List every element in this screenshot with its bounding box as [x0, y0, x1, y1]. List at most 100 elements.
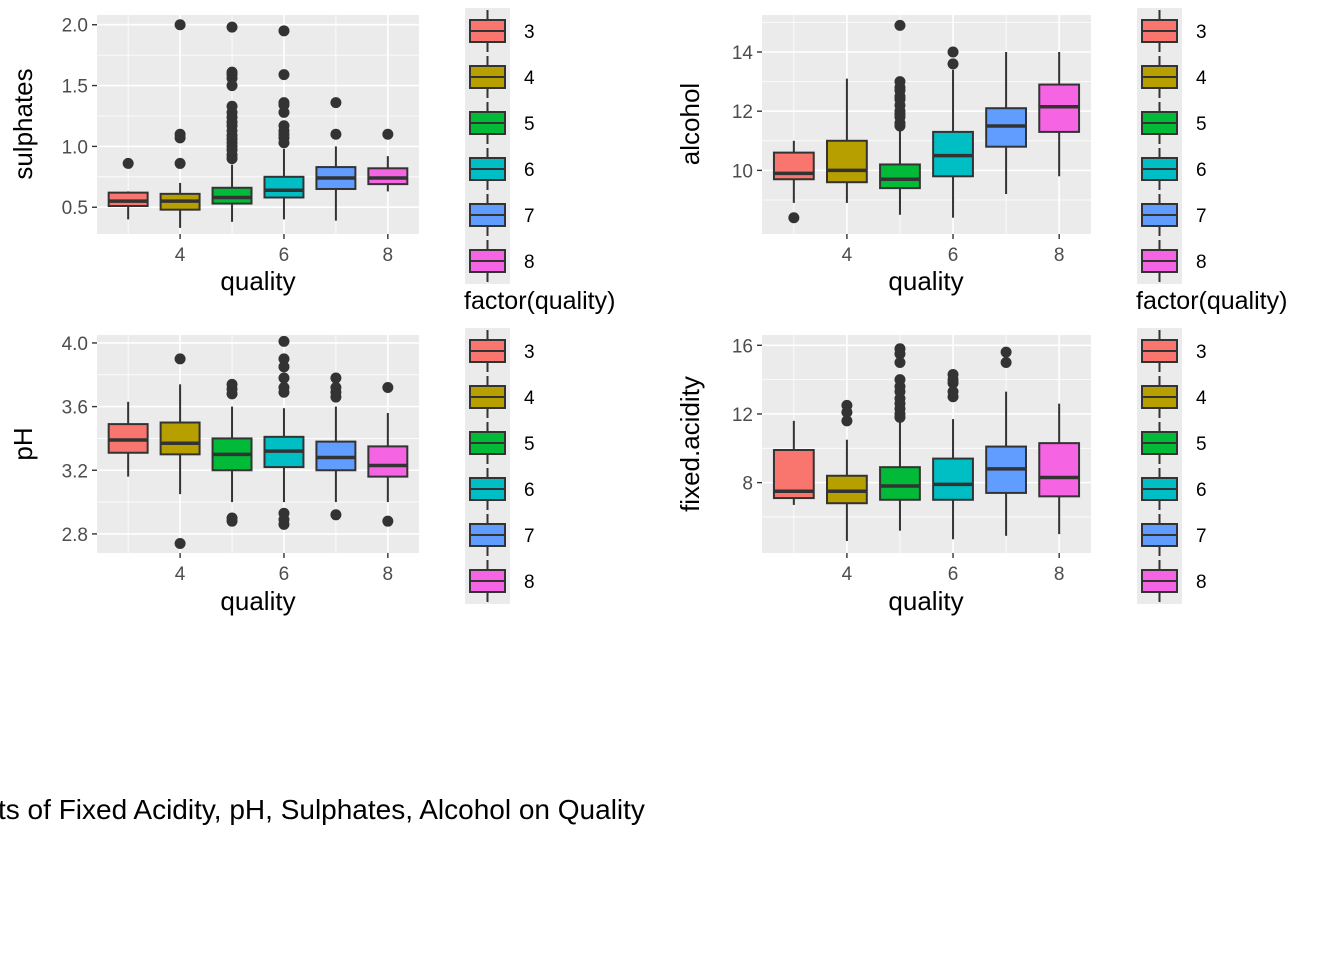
interquartile-box: [879, 466, 921, 501]
box-quality-4: [159, 19, 201, 228]
legend-label: 8: [1196, 252, 1207, 273]
legend-key-4: 4: [1141, 56, 1207, 98]
y-tick-label: 12: [732, 102, 753, 123]
legend-label: 6: [1196, 160, 1207, 181]
box-quality-6: [932, 368, 974, 540]
outlier-point: [278, 372, 290, 384]
box-quality-5: [211, 21, 253, 222]
legend-key-3: 3: [1141, 10, 1207, 52]
legend-key-6: 6: [1141, 148, 1207, 190]
box-quality-8: [1038, 51, 1081, 177]
x-tick-label: 6: [279, 564, 290, 585]
legend-key-6: 6: [1141, 468, 1207, 510]
x-tick-label: 4: [175, 245, 186, 266]
legend-key-background: [1137, 328, 1182, 604]
panel-background: [97, 15, 419, 234]
y-tick-label: 10: [732, 161, 753, 182]
legend-key-7: 7: [1141, 194, 1207, 236]
legend-label: 5: [1196, 434, 1207, 455]
legend-label: 4: [524, 388, 535, 409]
legend-label: 8: [1196, 572, 1207, 593]
legend-key-5: 5: [469, 102, 535, 144]
interquartile-box: [932, 457, 974, 501]
legend-key-4: 4: [469, 56, 535, 98]
panel-background: [97, 335, 419, 553]
legend-label: 4: [524, 68, 535, 89]
legend-key-5: 5: [1141, 422, 1207, 464]
box-quality-4: [826, 78, 868, 203]
figure-caption: ts of Fixed Acidity, pH, Sulphates, Alco…: [0, 794, 1344, 834]
x-tick-label: 6: [948, 564, 959, 585]
interquartile-box: [367, 445, 409, 478]
y-tick-label: 14: [732, 43, 754, 64]
legend-key-6: 6: [469, 468, 535, 510]
y-tick-label: 12: [732, 405, 753, 426]
outlier-point: [947, 368, 959, 380]
legend-key-8: 8: [1141, 240, 1207, 282]
legend-label: 8: [524, 572, 535, 593]
box-quality-3: [107, 401, 149, 477]
outlier-point: [841, 415, 853, 427]
box-quality-4: [826, 399, 868, 541]
alcohol-boxplot-panel: 10 12 14 4 6 8 quality alcohol 3 4 5 6 7 8 factor(qual…: [675, 8, 1287, 315]
box-quality-6: [263, 25, 305, 220]
outlier-point: [947, 46, 959, 58]
outlier-point: [278, 25, 290, 37]
x-tick-label: 8: [383, 564, 394, 585]
outlier-point: [226, 378, 238, 390]
x-tick-label: 8: [383, 245, 394, 266]
legend-key-7: 7: [1141, 514, 1207, 556]
legend-label: 3: [1196, 342, 1207, 363]
y-axis-title: pH: [8, 427, 38, 460]
y-tick-label: 0.5: [62, 198, 88, 219]
legend: 3 4 5 6 7 8: [465, 328, 535, 604]
box-quality-6: [263, 335, 305, 530]
outlier-point: [894, 19, 906, 31]
interquartile-box: [159, 421, 201, 456]
legend-label: 8: [524, 252, 535, 273]
outlier-point: [894, 76, 906, 88]
outlier-point: [330, 128, 342, 140]
legend: 3 4 5 6 7 8 factor(quality): [1136, 8, 1287, 315]
box-quality-8: [367, 128, 409, 192]
legend-key-background: [1137, 8, 1182, 284]
outlier-point: [382, 382, 394, 394]
legend-label: 7: [1196, 526, 1207, 547]
legend-key-4: 4: [1141, 376, 1207, 418]
outlier-point: [330, 509, 342, 521]
interquartile-box: [107, 191, 149, 208]
interquartile-box: [263, 175, 305, 199]
outlier-point: [226, 512, 238, 524]
legend-key-7: 7: [469, 194, 535, 236]
legend-key-4: 4: [469, 376, 535, 418]
legend-label: 5: [524, 434, 535, 455]
legend-label: 3: [524, 22, 535, 43]
interquartile-box: [772, 151, 815, 181]
legend-key-3: 3: [469, 10, 535, 52]
box-quality-7: [315, 97, 357, 221]
y-tick-label: 2.0: [62, 16, 88, 37]
x-axis-title: quality: [888, 266, 963, 296]
box-quality-5: [879, 343, 921, 531]
x-tick-label: 8: [1054, 564, 1065, 585]
outlier-point: [330, 382, 342, 394]
fixed-acidity-boxplot-panel: 8 12 16 4 6 8 quality fixed.acidity 3 4 5 6 7 8: [675, 328, 1207, 616]
outlier-point: [226, 21, 238, 33]
legend-key-background: [465, 328, 510, 604]
outlier-point: [278, 120, 290, 132]
x-tick-label: 4: [175, 564, 186, 585]
outlier-point: [174, 128, 186, 140]
x-axis-title: quality: [888, 586, 963, 616]
outlier-point: [894, 356, 906, 368]
outlier-point: [947, 58, 959, 70]
y-tick-label: 1.5: [62, 77, 88, 98]
interquartile-box: [826, 139, 868, 184]
y-tick-label: 4.0: [62, 334, 88, 355]
ph-boxplot-panel: 2.8 3.2 3.6 4.0 4 6 8 quality pH 3 4 5 6 7 8: [8, 328, 535, 616]
y-tick-label: 3.2: [62, 461, 88, 482]
outlier-point: [894, 343, 906, 355]
y-tick-label: 16: [732, 336, 753, 357]
box-quality-7: [985, 51, 1027, 195]
outlier-point: [841, 399, 853, 411]
legend-label: 3: [1196, 22, 1207, 43]
